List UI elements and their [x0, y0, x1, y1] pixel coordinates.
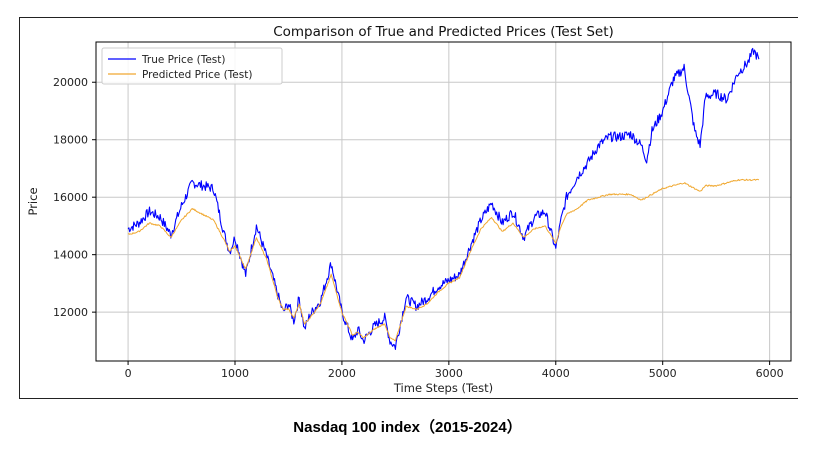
y-tick-label: 12000 [53, 306, 88, 319]
x-tick-label: 3000 [435, 367, 463, 380]
tick-layer: 0 1000 2000 3000 4000 5000 6000 12000 14000 16000… [53, 76, 784, 380]
legend-label-predicted-price: Predicted Price (Test) [142, 69, 252, 81]
line-chart: 0 1000 2000 3000 4000 5000 6000 12000 14000 16000… [26, 24, 792, 395]
x-axis-label: Time Steps (Test) [393, 381, 493, 395]
chart-title: Comparison of True and Predicted Prices … [273, 24, 614, 40]
series-layer [127, 47, 760, 350]
x-tick-label: 4000 [542, 367, 570, 380]
x-tick-label: 5000 [649, 367, 677, 380]
y-axis-label: Price [26, 187, 40, 215]
true-price-line [127, 47, 760, 350]
legend-box [101, 47, 283, 85]
x-tick-label: 1000 [221, 367, 249, 380]
legend-label-true-price: True Price (Test) [141, 54, 225, 66]
x-tick-label: 0 [125, 367, 132, 380]
plot-area-border [95, 41, 792, 362]
chart-figure-frame: 0 1000 2000 3000 4000 5000 6000 12000 14000 16000… [19, 17, 798, 399]
y-tick-label: 16000 [53, 191, 88, 204]
y-tick-label: 20000 [53, 76, 88, 89]
x-tick-label: 6000 [756, 367, 784, 380]
predicted-price-line [127, 178, 760, 342]
chart-legend: True Price (Test) Predicted Price (Test) [101, 47, 283, 85]
y-tick-label: 14000 [53, 249, 88, 262]
figure-caption: Nasdaq 100 index（2015-2024） [293, 419, 522, 436]
y-tick-label: 18000 [53, 134, 88, 147]
x-tick-label: 2000 [328, 367, 356, 380]
